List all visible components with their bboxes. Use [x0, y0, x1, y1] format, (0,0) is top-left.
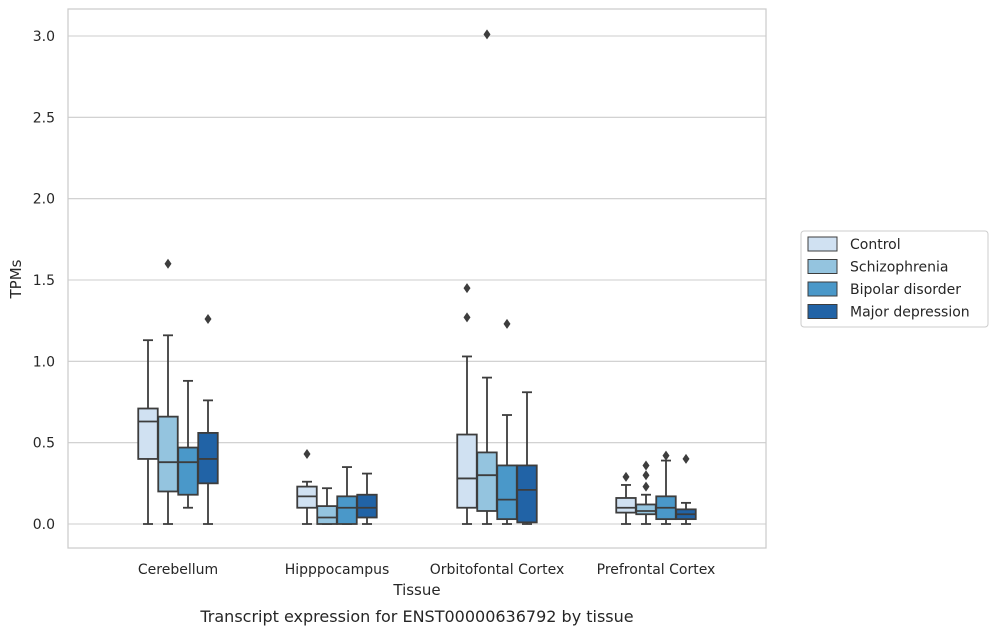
- box-body: [476, 451, 498, 512]
- x-tick-label: Hipppocampus: [285, 562, 390, 578]
- y-tick-label: 3.0: [33, 29, 55, 45]
- box: [296, 449, 318, 525]
- outlier-point: [642, 460, 650, 471]
- box: [336, 466, 358, 525]
- legend-label: Control: [850, 237, 901, 253]
- box-groups: [137, 29, 697, 525]
- series-bipolar-disorder: [177, 318, 677, 525]
- y-tick-label: 2.0: [33, 192, 55, 208]
- legend-label: Major depression: [850, 305, 970, 321]
- legend-label: Schizophrenia: [850, 260, 948, 276]
- box-body: [356, 493, 378, 519]
- outlier-point: [483, 29, 491, 40]
- series-schizophrenia: [157, 29, 657, 525]
- box-body: [137, 407, 159, 460]
- outlier-point: [622, 471, 630, 482]
- outlier-point: [682, 453, 690, 464]
- box-body: [316, 505, 338, 525]
- legend-label: Bipolar disorder: [850, 282, 961, 298]
- y-tick-label: 2.5: [33, 110, 55, 126]
- box: [635, 460, 657, 525]
- outlier-point: [642, 481, 650, 492]
- x-tick-label: Cerebellum: [138, 562, 218, 578]
- plot-frame: [67, 8, 767, 549]
- y-tick-label: 0.0: [33, 517, 55, 533]
- box-body: [516, 464, 538, 524]
- box: [137, 339, 159, 525]
- outlier-point: [463, 312, 471, 323]
- box-body: [635, 503, 657, 516]
- legend: Control Schizophrenia Bipolar disorder Majo…: [800, 230, 989, 328]
- box: [197, 314, 219, 525]
- outlier-point: [642, 470, 650, 481]
- outlier-point: [662, 450, 670, 461]
- legend-swatch: [807, 281, 838, 297]
- y-tick-labels: 0.0 0.5 1.0 1.5 2.0 2.5 3.0: [33, 29, 55, 533]
- x-axis-label: Tissue: [392, 581, 440, 599]
- box-body: [157, 415, 179, 493]
- box-body: [496, 464, 518, 521]
- box: [157, 258, 179, 525]
- box: [516, 391, 538, 525]
- box-body: [615, 497, 637, 514]
- outlier-point: [303, 449, 311, 460]
- outlier-point: [204, 314, 212, 325]
- legend-swatch: [807, 304, 838, 319]
- y-tick-label: 0.5: [33, 436, 55, 452]
- x-tick-labels: Cerebellum Hipppocampus Orbitofontal Corte…: [138, 562, 715, 578]
- box-body: [177, 446, 199, 496]
- box: [316, 487, 338, 525]
- x-tick-label: Prefrontal Cortex: [597, 562, 716, 578]
- x-tick-label: Orbitofontal Cortex: [430, 562, 565, 578]
- box-body: [456, 433, 478, 509]
- grid-lines: [68, 35, 766, 525]
- box: [456, 283, 478, 525]
- outlier-point: [164, 258, 172, 269]
- box: [675, 453, 697, 525]
- box: [655, 450, 677, 525]
- y-tick-label: 1.5: [33, 273, 55, 289]
- outlier-point: [503, 318, 511, 329]
- box-body: [336, 495, 358, 525]
- box: [496, 318, 518, 525]
- y-tick-label: 1.0: [33, 354, 55, 370]
- box: [356, 472, 378, 525]
- legend-frame: [800, 230, 989, 328]
- box: [476, 29, 498, 525]
- legend-swatch: [807, 259, 838, 274]
- box: [615, 471, 637, 525]
- legend-swatch: [807, 236, 838, 252]
- outlier-point: [463, 283, 471, 294]
- series-control: [137, 283, 637, 525]
- series-major-depression: [197, 314, 697, 525]
- chart-caption: Transcript expression for ENST0000063679…: [199, 607, 633, 626]
- y-axis-label: TPMs: [7, 259, 25, 299]
